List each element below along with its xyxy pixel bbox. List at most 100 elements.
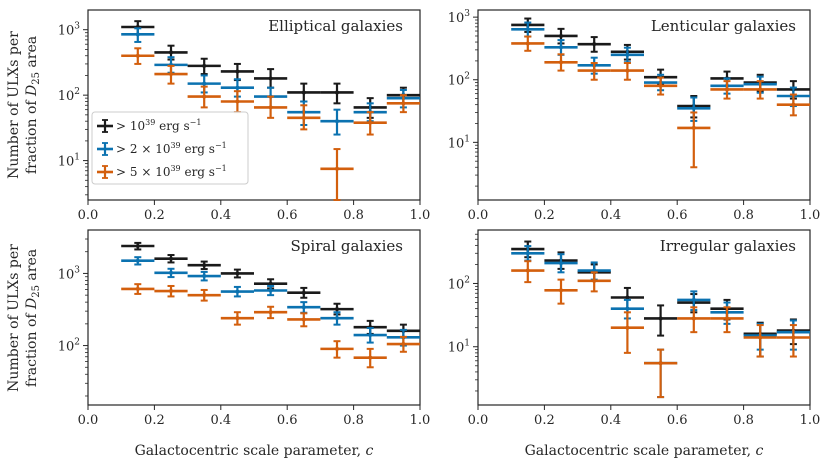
- data-point: [625, 306, 630, 311]
- y-tick-label: 101: [58, 153, 80, 170]
- x-tick-label: 0.6: [277, 413, 298, 428]
- data-point: [169, 289, 173, 294]
- y-tick-label: 102: [448, 72, 470, 89]
- series-gt5e39: [121, 47, 420, 201]
- data-point: [335, 316, 339, 321]
- data-point: [691, 297, 696, 302]
- data-point: [335, 90, 339, 95]
- legend-label-gt5e39: > 5 × 1039 erg s−1: [116, 164, 227, 179]
- data-point: [525, 41, 530, 46]
- series-gt2e39: [121, 256, 420, 347]
- data-point: [235, 69, 240, 74]
- data-point: [559, 60, 563, 65]
- y-tick-label: 102: [448, 275, 470, 292]
- legend: > 1039 erg s−1 > 2 × 1039 erg s−1 > 5 × 10…: [91, 111, 249, 185]
- x-tick-label: 1.0: [410, 208, 431, 223]
- x-tick-label: 1.0: [410, 413, 431, 428]
- data-point: [625, 52, 630, 57]
- data-point: [368, 355, 373, 360]
- data-point: [301, 290, 306, 295]
- panel-title-spiral: Spiral galaxies: [291, 237, 403, 255]
- data-point: [791, 335, 796, 340]
- data-point: [658, 83, 663, 88]
- data-point: [335, 307, 339, 312]
- data-point: [525, 27, 530, 32]
- data-point: [335, 119, 339, 124]
- x-tick-label: 0.8: [343, 208, 364, 223]
- data-point: [202, 94, 207, 99]
- x-tick-label: 0.0: [468, 413, 489, 428]
- data-point: [691, 316, 696, 321]
- x-tick-label: 0.8: [733, 413, 754, 428]
- data-point: [368, 120, 373, 125]
- x-tick-label: 0.2: [144, 413, 165, 428]
- panel-lenticular: Lenticular galaxies 0.0 0.2 0.4 0.6 0.8 1.0 10…: [448, 9, 821, 223]
- data-point: [202, 274, 207, 279]
- panel-spiral: Spiral galaxies 0.0 0.2 0.4 0.6 0.8 1.0 102 103: [58, 229, 431, 428]
- data-point: [268, 310, 273, 315]
- data-point: [725, 87, 729, 92]
- data-point: [202, 263, 207, 268]
- x-tick-label: 0.4: [600, 413, 621, 428]
- x-tick-label: 0.6: [667, 413, 688, 428]
- series-gt5e39: [511, 35, 810, 169]
- data-point: [301, 317, 306, 322]
- data-point: [268, 105, 273, 110]
- x-tick-label: 0.0: [468, 208, 489, 223]
- data-point: [169, 256, 173, 261]
- y-tick-label: 103: [58, 265, 81, 282]
- data-point: [625, 68, 630, 73]
- y-axis-label-top-line1: Number of ULXs per: [6, 31, 22, 179]
- data-point: [691, 106, 696, 111]
- data-point: [301, 115, 306, 120]
- data-point: [135, 53, 140, 58]
- data-point: [559, 288, 563, 293]
- data-point: [758, 335, 763, 340]
- data-point: [202, 293, 207, 298]
- data-point: [592, 278, 597, 283]
- x-tick-label: 0.8: [343, 413, 364, 428]
- series-gt5e39: [121, 283, 420, 369]
- panel-title-irregular: Irregular galaxies: [660, 237, 796, 255]
- data-point: [691, 125, 696, 130]
- series-gt1e39: [511, 240, 810, 358]
- data-point: [135, 286, 140, 291]
- data-point: [235, 85, 240, 90]
- data-point: [235, 271, 240, 276]
- x-tick-label: 1.0: [800, 413, 821, 428]
- data-point: [658, 316, 663, 321]
- data-point: [725, 316, 729, 321]
- x-tick-label: 0.0: [78, 413, 99, 428]
- data-point: [169, 72, 173, 77]
- data-point: [401, 342, 406, 347]
- data-point: [525, 268, 530, 273]
- y-axis-label-bottom-line2: fraction of D25 area: [24, 249, 42, 387]
- data-point: [135, 244, 140, 249]
- y-tick-label: 103: [58, 22, 81, 39]
- data-point: [525, 251, 530, 256]
- data-point: [625, 325, 630, 330]
- y-tick-label: 101: [448, 339, 470, 356]
- data-point: [791, 102, 796, 107]
- legend-label-gt2e39: > 2 × 1039 erg s−1: [116, 141, 227, 156]
- data-point: [169, 270, 173, 275]
- data-point: [301, 305, 306, 310]
- data-point: [758, 87, 763, 92]
- panel-title-lenticular: Lenticular galaxies: [651, 17, 796, 35]
- y-axis-label-top-line2: fraction of D25 area: [24, 36, 42, 174]
- x-axis-label-right: Galactocentric scale parameter, c: [525, 443, 764, 459]
- panel-irregular: Irregular galaxies 0.0 0.2 0.4 0.6 0.8 1.0 101…: [448, 229, 821, 428]
- data-point: [235, 289, 240, 294]
- y-tick-label: 101: [448, 134, 470, 151]
- data-point: [368, 333, 373, 338]
- x-tick-label: 0.6: [277, 208, 298, 223]
- x-tick-label: 0.2: [144, 208, 165, 223]
- data-point: [658, 361, 663, 366]
- data-point: [235, 316, 240, 321]
- x-tick-label: 0.2: [534, 208, 555, 223]
- x-tick-label: 0.4: [600, 208, 621, 223]
- data-point: [401, 101, 406, 106]
- data-point: [268, 288, 273, 293]
- data-point: [625, 295, 630, 300]
